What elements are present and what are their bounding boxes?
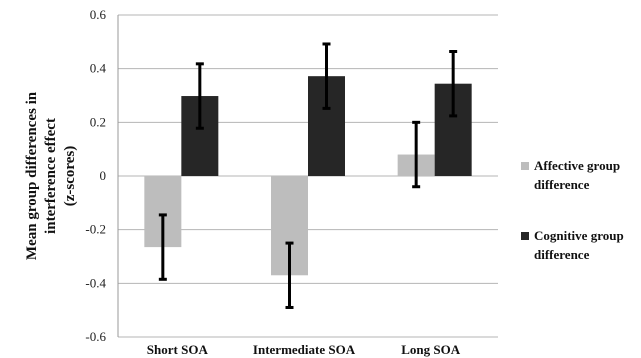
- y-axis-label-line: Mean group differences in: [24, 91, 40, 260]
- y-tick-label: -0.4: [85, 275, 106, 290]
- x-category-label: Short SOA: [147, 342, 209, 357]
- legend-label: difference: [534, 247, 590, 262]
- error-bar: [195, 62, 204, 130]
- y-axis-label-line: (z-scores): [62, 146, 78, 207]
- error-bar: [158, 213, 167, 281]
- x-category-label: Intermediate SOA: [253, 342, 356, 357]
- legend-label: difference: [534, 177, 590, 192]
- x-axis-categories: Short SOA Intermediate SOA Long SOA: [147, 342, 461, 357]
- y-tick-label: 0.6: [90, 7, 107, 22]
- bars: [144, 76, 472, 276]
- y-tick-label: -0.6: [85, 329, 106, 344]
- y-axis-label: Mean group differences in interference ef…: [24, 91, 78, 260]
- error-bar: [449, 49, 458, 118]
- y-tick-label: 0.2: [90, 114, 106, 129]
- error-bar: [412, 120, 421, 189]
- legend-swatch: [521, 162, 529, 170]
- y-tick-label: -0.2: [85, 222, 106, 237]
- legend-item-affective: Affective group difference: [521, 158, 620, 192]
- y-tick-label: 0.4: [90, 61, 107, 76]
- error-bar: [285, 241, 294, 309]
- y-tick-label: 0: [100, 168, 107, 183]
- x-category-label: Long SOA: [401, 342, 460, 357]
- y-axis-ticks: 0.6 0.4 0.2 0 -0.2 -0.4 -0.6: [85, 7, 106, 344]
- y-axis-label-line: interference effect: [43, 118, 59, 234]
- legend-label: Affective group: [534, 158, 620, 173]
- legend-swatch: [521, 232, 529, 240]
- error-bars: [158, 42, 458, 309]
- legend-label: Cognitive group: [534, 228, 624, 243]
- error-bar: [322, 42, 331, 110]
- legend-item-cognitive: Cognitive group difference: [521, 228, 624, 262]
